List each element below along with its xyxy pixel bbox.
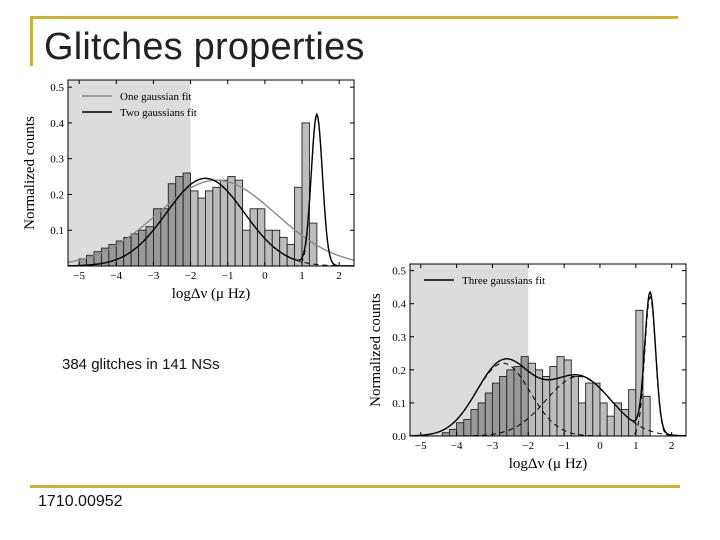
histogram-bar: [506, 369, 515, 437]
histogram-bar: [563, 359, 572, 437]
y-tick-label: 0.1: [392, 398, 406, 410]
slide-title: Glitches properties: [44, 26, 365, 68]
arxiv-reference: 1710.00952: [38, 493, 123, 510]
fit-curve: [67, 112, 355, 267]
x-tick-label: 2: [669, 440, 675, 452]
histogram-bar: [145, 226, 154, 267]
y-tick-label: 0.4: [50, 118, 64, 130]
left-accent-line: [30, 16, 33, 66]
histogram-bar: [190, 190, 199, 267]
glitch-count-note: 384 glitches in 141 NSs: [62, 356, 220, 373]
legend-label: Two gaussians fit: [120, 107, 197, 119]
histogram-bar: [542, 376, 551, 437]
histogram-bar: [484, 392, 493, 437]
x-tick-label: −3: [487, 440, 499, 452]
histogram-bar: [130, 233, 140, 267]
y-tick-label: 0.2: [392, 365, 406, 377]
histogram-bar: [556, 356, 565, 437]
x-tick-label: −1: [222, 270, 234, 282]
histogram-bar: [138, 229, 147, 267]
histogram-bar: [578, 402, 587, 437]
chart-three-gaussians: −5 −4 −3 −2 −1 0 1 2 0.0 0.1 0.2 0.3 0.4 0.5 logΔν (μ …: [368, 263, 687, 472]
histogram-bar: [286, 244, 296, 267]
histogram-bar: [535, 369, 544, 437]
y-tick-label: 0.5: [392, 266, 406, 278]
x-tick-label: −3: [148, 270, 160, 282]
x-tick-label: −2: [185, 270, 197, 282]
histogram-bar: [606, 415, 615, 437]
histogram-bar: [227, 176, 236, 267]
y-axis-label: Normalized counts: [368, 293, 384, 407]
histogram-bar: [628, 389, 637, 437]
histogram-bar: [448, 428, 458, 437]
x-tick-label: −1: [558, 440, 570, 452]
histogram-bar: [592, 382, 601, 437]
plot-frame: [409, 263, 687, 437]
x-tick-label: 0: [262, 270, 268, 282]
bottom-accent-line: [30, 485, 680, 488]
histogram-bar: [456, 422, 465, 437]
y-tick-label: 0.3: [392, 332, 406, 344]
histogram-bar: [294, 186, 303, 267]
histogram-bar: [242, 229, 251, 267]
y-axis-label: Normalized counts: [22, 116, 38, 230]
x-tick-label: −5: [73, 270, 85, 282]
x-tick-label: 2: [336, 270, 342, 282]
chart-one-two-gaussians: −5 −4 −3 −2 −1 0 1 2 0.1 0.2 0.3 0.4 0.5 logΔν (μ Hz)…: [22, 79, 355, 302]
histogram-bar: [570, 376, 579, 437]
histogram-bar: [491, 382, 501, 437]
histogram-bar: [234, 179, 244, 267]
x-tick-label: 1: [633, 440, 639, 452]
histogram-bar: [477, 402, 486, 437]
plot-frame: [67, 79, 355, 267]
legend-label: Three gaussians fit: [462, 275, 545, 287]
gaussian-component-curve: [409, 362, 686, 437]
y-tick-label: 0.4: [392, 299, 406, 311]
histogram-bar: [463, 419, 472, 437]
x-tick-label: −4: [451, 440, 463, 452]
y-tick-label: 0.1: [50, 225, 64, 237]
histogram-bar: [249, 208, 258, 267]
x-tick-label: 1: [299, 270, 305, 282]
histogram-bar: [499, 376, 508, 437]
histogram-bar: [204, 190, 214, 267]
histogram-bar: [167, 183, 177, 267]
histogram-bar: [152, 208, 162, 267]
histogram-bar: [585, 382, 594, 437]
histogram-bar: [160, 208, 169, 267]
legend-label: One gaussian fit: [120, 91, 191, 103]
fit-curve: [409, 290, 687, 437]
histogram-bar: [197, 197, 206, 267]
top-accent-line: [30, 16, 678, 19]
y-tick-label: 0.5: [50, 82, 64, 94]
histogram-bar: [599, 402, 608, 437]
x-tick-label: −2: [522, 440, 534, 452]
histogram-bar: [175, 176, 184, 267]
x-tick-label: 0: [597, 440, 603, 452]
x-tick-label: −4: [110, 270, 122, 282]
y-tick-label: 0.2: [50, 189, 64, 201]
y-tick-label: 0.3: [50, 154, 64, 166]
histogram-bar: [212, 186, 221, 267]
x-axis-label: logΔν (μ Hz): [172, 286, 251, 302]
histogram-bar: [264, 229, 273, 267]
x-axis-label: logΔν (μ Hz): [509, 456, 588, 472]
y-tick-label: 0.0: [392, 431, 406, 443]
histogram-bar: [219, 179, 229, 267]
x-tick-label: −5: [415, 440, 427, 452]
histogram-bar: [470, 409, 479, 437]
